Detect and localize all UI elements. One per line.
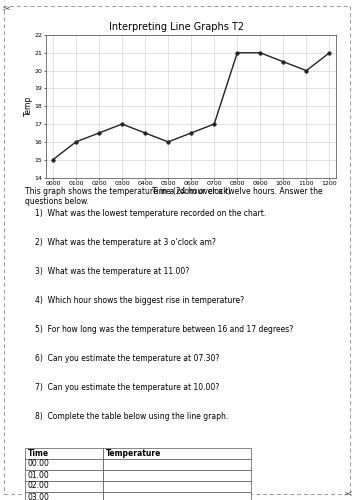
Text: 3)  What was the temperature at 11.00?: 3) What was the temperature at 11.00? [35, 267, 190, 276]
Text: ✂: ✂ [3, 4, 11, 14]
Text: 6)  Can you estimate the temperature at 07.30?: 6) Can you estimate the temperature at 0… [35, 354, 220, 363]
Text: 2)  What was the temperature at 3 o’clock am?: 2) What was the temperature at 3 o’clock… [35, 238, 216, 247]
Text: 00.00: 00.00 [28, 460, 50, 468]
Text: 03.00: 03.00 [28, 492, 50, 500]
Text: Time: Time [28, 448, 49, 458]
Text: ✂: ✂ [343, 486, 351, 496]
Text: questions below.: questions below. [25, 197, 88, 206]
Text: 8)  Complete the table below using the line graph.: 8) Complete the table below using the li… [35, 412, 229, 421]
Text: This graph shows the temperature in a room over a twelve hours. Answer the: This graph shows the temperature in a ro… [25, 188, 322, 196]
Text: Interpreting Line Graphs T2: Interpreting Line Graphs T2 [109, 22, 245, 32]
Text: 1)  What was the lowest temperature recorded on the chart.: 1) What was the lowest temperature recor… [35, 209, 267, 218]
X-axis label: Time (24 hour clock): Time (24 hour clock) [152, 188, 230, 196]
Text: 5)  For how long was the temperature between 16 and 17 degrees?: 5) For how long was the temperature betw… [35, 325, 294, 334]
Text: 4)  Which hour shows the biggest rise in temperature?: 4) Which hour shows the biggest rise in … [35, 296, 245, 305]
Text: 02.00: 02.00 [28, 482, 49, 490]
Y-axis label: Temp: Temp [24, 96, 33, 116]
Text: Temperature: Temperature [105, 448, 161, 458]
Text: 7)  Can you estimate the temperature at 10.00?: 7) Can you estimate the temperature at 1… [35, 383, 219, 392]
Text: 01.00: 01.00 [28, 470, 49, 480]
